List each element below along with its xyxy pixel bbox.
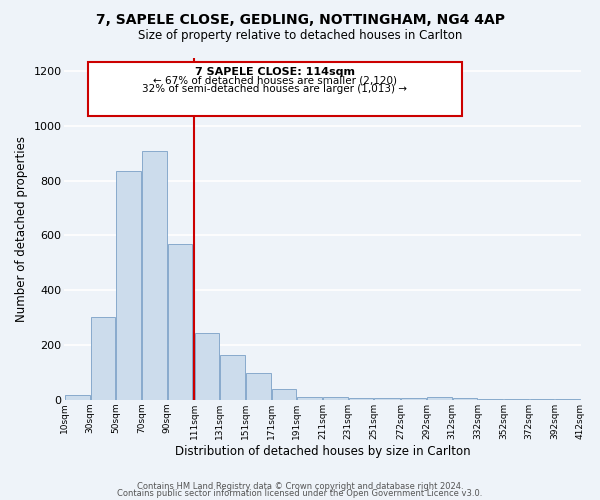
Bar <box>142 150 167 400</box>
Text: ← 67% of detached houses are smaller (2,120): ← 67% of detached houses are smaller (2,… <box>153 76 397 86</box>
Y-axis label: Number of detached properties: Number of detached properties <box>15 136 28 322</box>
Bar <box>298 396 322 400</box>
Text: Contains public sector information licensed under the Open Government Licence v3: Contains public sector information licen… <box>118 489 482 498</box>
Bar <box>246 373 271 400</box>
FancyBboxPatch shape <box>88 62 463 116</box>
Bar <box>530 398 554 400</box>
Bar <box>374 398 400 400</box>
Bar <box>65 395 89 400</box>
Bar <box>91 317 115 400</box>
Bar <box>401 398 426 400</box>
Bar <box>194 334 219 400</box>
Text: Size of property relative to detached houses in Carlton: Size of property relative to detached ho… <box>138 29 462 42</box>
Text: Contains HM Land Registry data © Crown copyright and database right 2024.: Contains HM Land Registry data © Crown c… <box>137 482 463 491</box>
Bar <box>452 398 477 400</box>
Bar <box>272 390 296 400</box>
Text: 7, SAPELE CLOSE, GEDLING, NOTTINGHAM, NG4 4AP: 7, SAPELE CLOSE, GEDLING, NOTTINGHAM, NG… <box>95 12 505 26</box>
Bar <box>478 398 503 400</box>
Bar <box>323 396 347 400</box>
Bar <box>556 398 580 400</box>
Text: 7 SAPELE CLOSE: 114sqm: 7 SAPELE CLOSE: 114sqm <box>195 66 355 76</box>
Text: 32% of semi-detached houses are larger (1,013) →: 32% of semi-detached houses are larger (… <box>142 84 407 94</box>
X-axis label: Distribution of detached houses by size in Carlton: Distribution of detached houses by size … <box>175 444 470 458</box>
Bar <box>427 396 452 400</box>
Bar <box>167 244 193 400</box>
Bar <box>116 171 141 400</box>
Bar <box>504 398 529 400</box>
Bar <box>220 355 245 400</box>
Bar <box>349 398 373 400</box>
